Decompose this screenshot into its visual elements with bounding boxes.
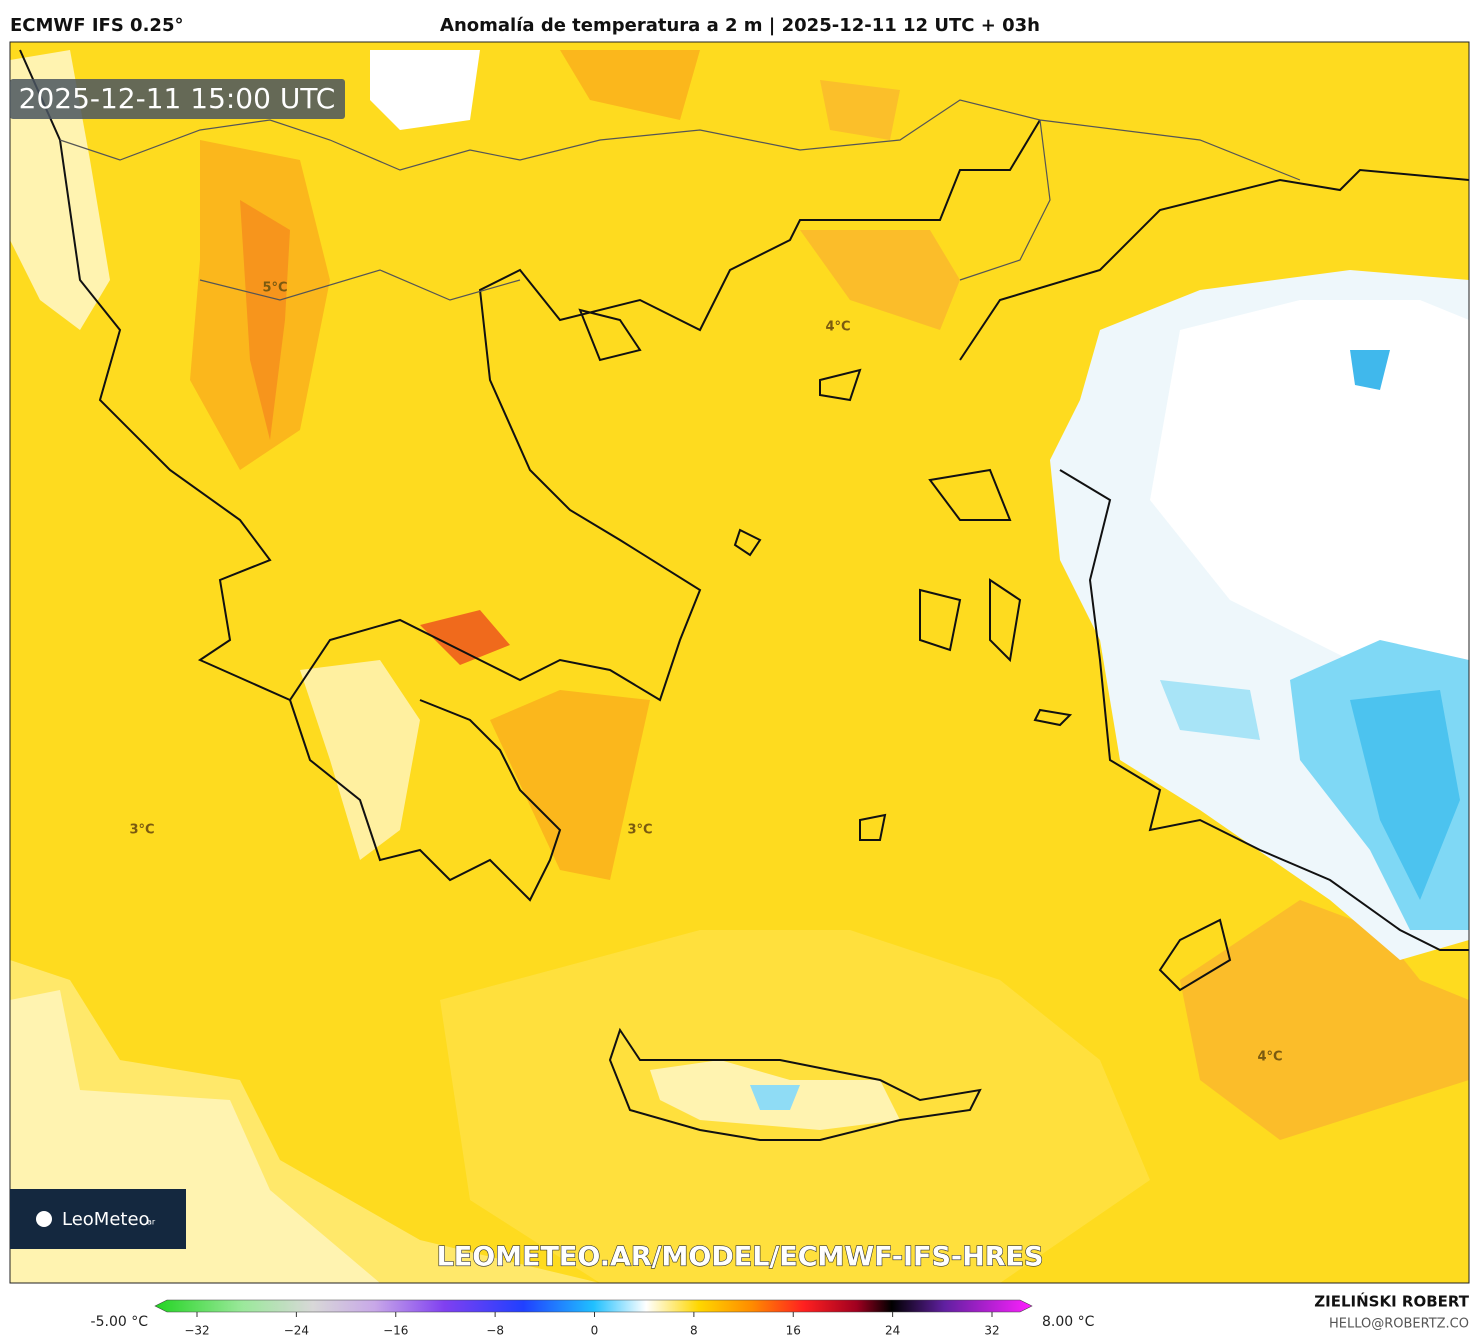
contour-label: 5°C (262, 281, 287, 296)
colorbar-tick-label: −16 (383, 1324, 408, 1338)
map-field (10, 42, 1469, 1283)
watermark: LEOMETEO.AR/MODEL/ECMWF-IFS-HRES (437, 1242, 1044, 1273)
author-name: ZIELIŃSKI ROBERT (1314, 1292, 1469, 1311)
logo-suffix: ar (147, 1218, 156, 1227)
coastline (19, 49, 1469, 1141)
logo-sun (36, 1211, 52, 1227)
colorbar-tick-label: 8 (690, 1324, 698, 1338)
contour-label: 4°C (825, 320, 850, 335)
colorbar (154, 1299, 1033, 1313)
contour-label: 3°C (129, 823, 154, 838)
colorbar-tick-label: 0 (591, 1324, 599, 1338)
colorbar-min-label: -5.00 °C (91, 1314, 149, 1330)
colorbar-tick-label: −8 (486, 1324, 504, 1338)
logo-name: LeoMeteo (62, 1209, 150, 1230)
map-title: Anomalía de temperatura a 2 m | 2025-12-… (440, 15, 1040, 36)
contour-label: 4°C (1257, 1050, 1282, 1065)
colorbar-tick-label: 32 (984, 1324, 999, 1338)
borders (59, 99, 1301, 301)
colorbar-max-label: 8.00 °C (1042, 1314, 1095, 1330)
colorbar-tick-label: −32 (184, 1324, 209, 1338)
colorbar-tick-label: 24 (885, 1324, 900, 1338)
colorbar-tick-label: −24 (284, 1324, 309, 1338)
author-email: HELLO@ROBERTZ.CO (1329, 1317, 1469, 1332)
colorbar-tick-label: 16 (786, 1324, 801, 1338)
contour-label: 3°C (627, 823, 652, 838)
timestamp-box (10, 79, 345, 119)
map-frame (9, 41, 1470, 1284)
timestamp: 2025-12-11 15:00 UTC (19, 82, 336, 115)
model-name: ECMWF IFS 0.25° (10, 15, 183, 36)
